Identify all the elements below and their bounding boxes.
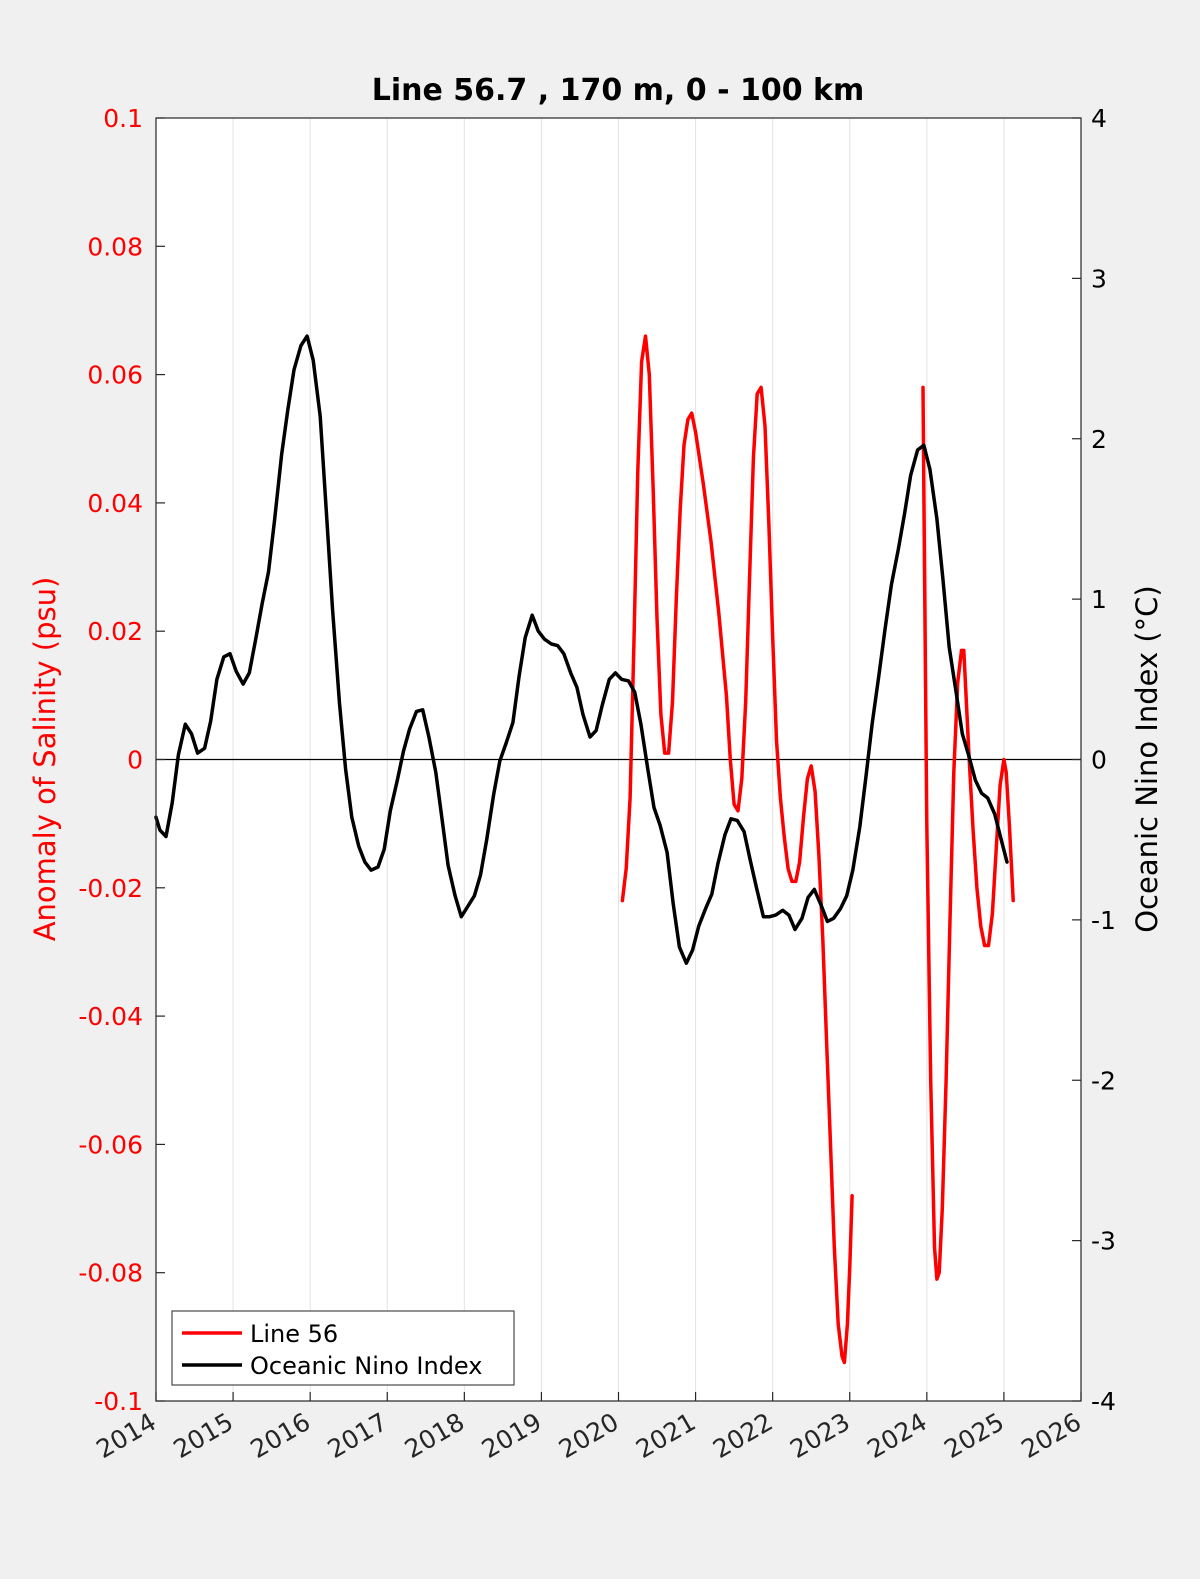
- left-tick-label: 0.08: [87, 232, 143, 261]
- series-line-oceanic-nino-index: [154, 334, 1009, 965]
- legend-label-oni: Oceanic Nino Index: [250, 1352, 482, 1380]
- series-layer: [154, 334, 1015, 1365]
- right-tick-label: -3: [1091, 1227, 1116, 1256]
- right-tick-label: 4: [1091, 104, 1107, 133]
- legend-box: [171, 1310, 515, 1386]
- left-y-axis: -0.1 -0.08 -0.06 -0.04 -0.02 0 0.02 0.04 0.06 0.0…: [78, 104, 165, 1416]
- left-axis-label: Anomaly of Salinity (psu): [28, 577, 62, 942]
- left-tick-label: 0.02: [87, 617, 143, 646]
- left-tick-label: -0.06: [78, 1130, 143, 1159]
- series-line-line-56: [620, 334, 854, 1365]
- right-tick-label: -1: [1091, 906, 1116, 935]
- right-tick-label: 0: [1091, 746, 1107, 775]
- left-tick-label: 0: [127, 746, 143, 775]
- left-tick-label: -0.04: [78, 1002, 143, 1031]
- chart-title: Line 56.7 , 170 m, 0 - 100 km: [372, 73, 865, 108]
- legend-label-line-56: Line 56: [250, 1320, 338, 1348]
- right-tick-label: 1: [1091, 585, 1107, 614]
- right-tick-label: 2: [1091, 425, 1107, 454]
- left-tick-label: -0.1: [94, 1387, 143, 1416]
- right-tick-label: -2: [1091, 1066, 1116, 1095]
- legend: Line 56 Oceanic Nino Index: [171, 1310, 515, 1386]
- left-tick-label: 0.1: [103, 104, 143, 133]
- right-tick-label: -4: [1091, 1387, 1116, 1416]
- left-tick-label: -0.08: [78, 1259, 143, 1288]
- left-tick-label: 0.06: [87, 361, 143, 390]
- right-y-axis: -4 -3 -2 -1 0 1 2 3 4: [1072, 104, 1116, 1416]
- right-tick-label: 3: [1091, 264, 1107, 293]
- left-tick-label: -0.02: [78, 874, 143, 903]
- series-line-line-56: [921, 385, 1015, 1281]
- right-axis-label: Oceanic Nino Index (°C): [1130, 585, 1164, 933]
- left-tick-label: 0.04: [87, 489, 143, 518]
